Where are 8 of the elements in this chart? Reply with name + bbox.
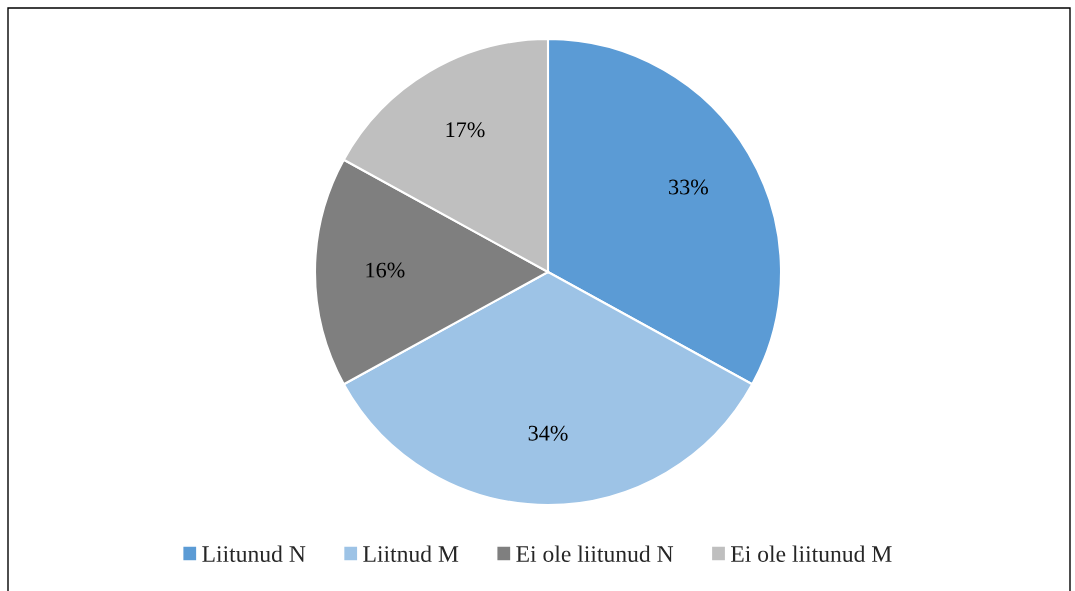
legend-label: Ei ole liitunud M [731, 545, 892, 562]
data-label: 16% [366, 262, 405, 278]
legend-label: Ei ole liitunud N [516, 545, 674, 562]
data-label: 17% [446, 122, 485, 138]
data-label: 33% [669, 179, 708, 195]
legend-label: Liitunud N [202, 545, 306, 562]
legend-label: Liitnud M [363, 545, 459, 562]
data-label: 34% [528, 425, 568, 441]
